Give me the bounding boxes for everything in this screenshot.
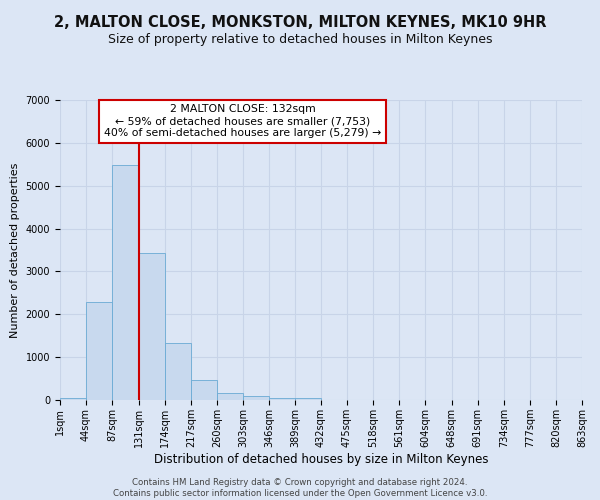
- Text: Size of property relative to detached houses in Milton Keynes: Size of property relative to detached ho…: [108, 32, 492, 46]
- Y-axis label: Number of detached properties: Number of detached properties: [10, 162, 20, 338]
- Bar: [269, 398, 295, 400]
- Text: 2, MALTON CLOSE, MONKSTON, MILTON KEYNES, MK10 9HR: 2, MALTON CLOSE, MONKSTON, MILTON KEYNES…: [54, 15, 546, 30]
- Text: Contains HM Land Registry data © Crown copyright and database right 2024.
Contai: Contains HM Land Registry data © Crown c…: [113, 478, 487, 498]
- Bar: [217, 392, 243, 400]
- Bar: [295, 398, 321, 400]
- X-axis label: Distribution of detached houses by size in Milton Keynes: Distribution of detached houses by size …: [154, 452, 488, 466]
- Text: 2 MALTON CLOSE: 132sqm
← 59% of detached houses are smaller (7,753)
40% of semi-: 2 MALTON CLOSE: 132sqm ← 59% of detached…: [104, 104, 382, 138]
- Bar: [139, 252, 165, 400]
- Bar: [191, 380, 217, 400]
- Bar: [60, 398, 86, 400]
- Bar: [243, 396, 269, 400]
- Bar: [86, 302, 112, 400]
- Bar: [112, 165, 138, 400]
- Bar: [165, 344, 191, 400]
